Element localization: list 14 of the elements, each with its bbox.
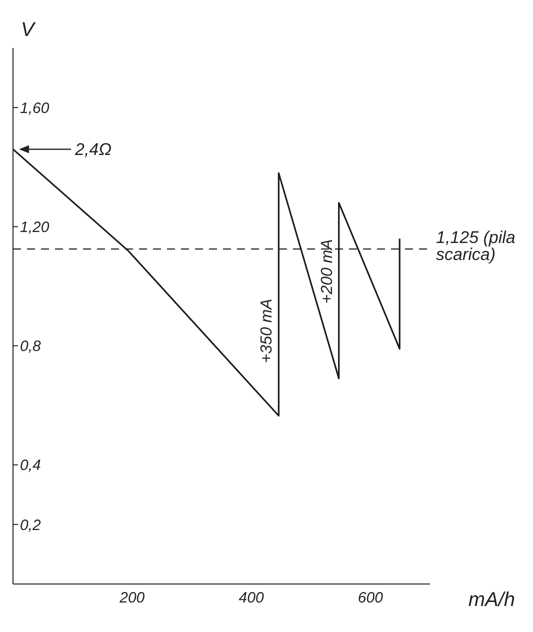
x-tick-label: 200 [118,590,146,607]
ref-line-label: 1,125 (pila scarica) [436,228,516,264]
y-tick-label: 0,8 [20,338,42,356]
x-tick-label: 600 [358,590,384,607]
annotation: +200 mA [318,239,336,304]
y-axis-title: V [20,19,36,41]
x-tick-label: 400 [238,590,264,607]
x-axis-title: mA/h [468,589,515,611]
y-tick-label: 0,2 [20,516,42,534]
annotation: +350 mA [258,298,276,364]
annotation: 2,4Ω [74,140,112,160]
y-tick-label: 0,4 [20,457,41,474]
y-tick-label: 1,20 [20,218,50,236]
y-tick-label: 1,60 [20,100,50,117]
